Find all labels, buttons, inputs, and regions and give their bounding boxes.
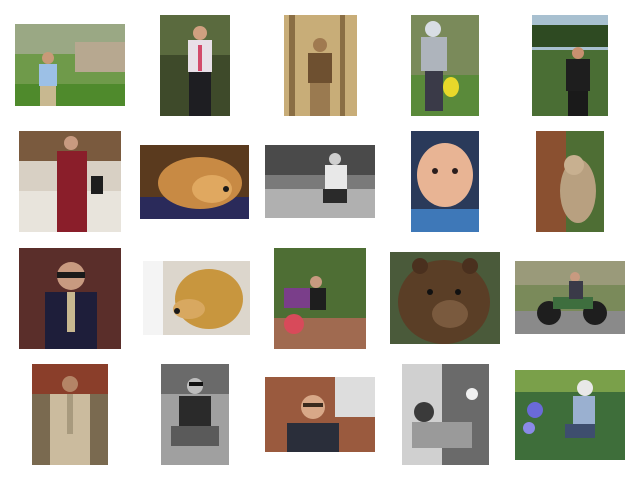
photo-thumbnail[interactable] <box>390 252 500 344</box>
photo-thumbnail[interactable] <box>265 377 375 452</box>
photo-thumbnail[interactable] <box>411 15 479 116</box>
photo-thumbnail[interactable] <box>515 261 625 334</box>
photo-thumbnail[interactable] <box>532 15 608 116</box>
photo-thumbnail[interactable] <box>402 364 489 465</box>
photo-thumbnail[interactable] <box>32 364 108 465</box>
photo-thumbnail[interactable] <box>160 15 230 116</box>
photo-thumbnail[interactable] <box>140 145 249 219</box>
photo-thumbnail[interactable] <box>284 15 357 116</box>
photo-thumbnail[interactable] <box>15 24 125 106</box>
photo-thumbnail[interactable] <box>265 145 375 218</box>
photo-thumbnail[interactable] <box>515 370 625 460</box>
photo-thumbnail[interactable] <box>411 131 479 232</box>
photo-thumbnail[interactable] <box>536 131 604 232</box>
photo-thumbnail[interactable] <box>274 248 366 349</box>
photo-thumbnail[interactable] <box>19 248 121 349</box>
photo-thumbnail[interactable] <box>161 364 229 465</box>
photo-thumbnail[interactable] <box>19 131 121 232</box>
photo-thumbnail[interactable] <box>143 261 250 335</box>
